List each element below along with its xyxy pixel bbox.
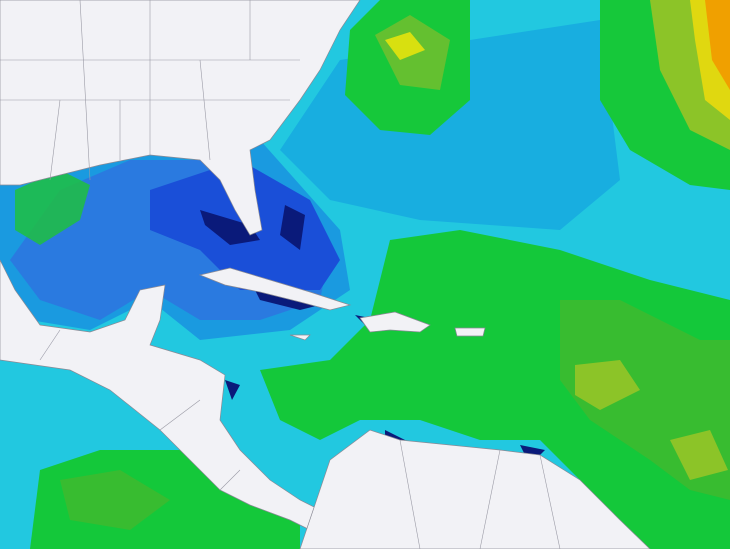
hispaniola-land	[359, 311, 431, 333]
sea-zone	[200, 205, 545, 465]
borders	[0, 0, 561, 549]
puerto-rico-land	[454, 327, 486, 337]
land	[0, 0, 651, 549]
central-america-land	[0, 259, 321, 531]
jamaica-land	[289, 334, 311, 341]
sea-zone	[60, 470, 170, 530]
cuba-land	[198, 267, 352, 311]
sea-zone	[705, 0, 730, 90]
sea-zone	[385, 32, 425, 60]
north-america-land	[0, 0, 361, 236]
sea-zone	[575, 360, 728, 480]
sea-zone	[15, 170, 90, 245]
